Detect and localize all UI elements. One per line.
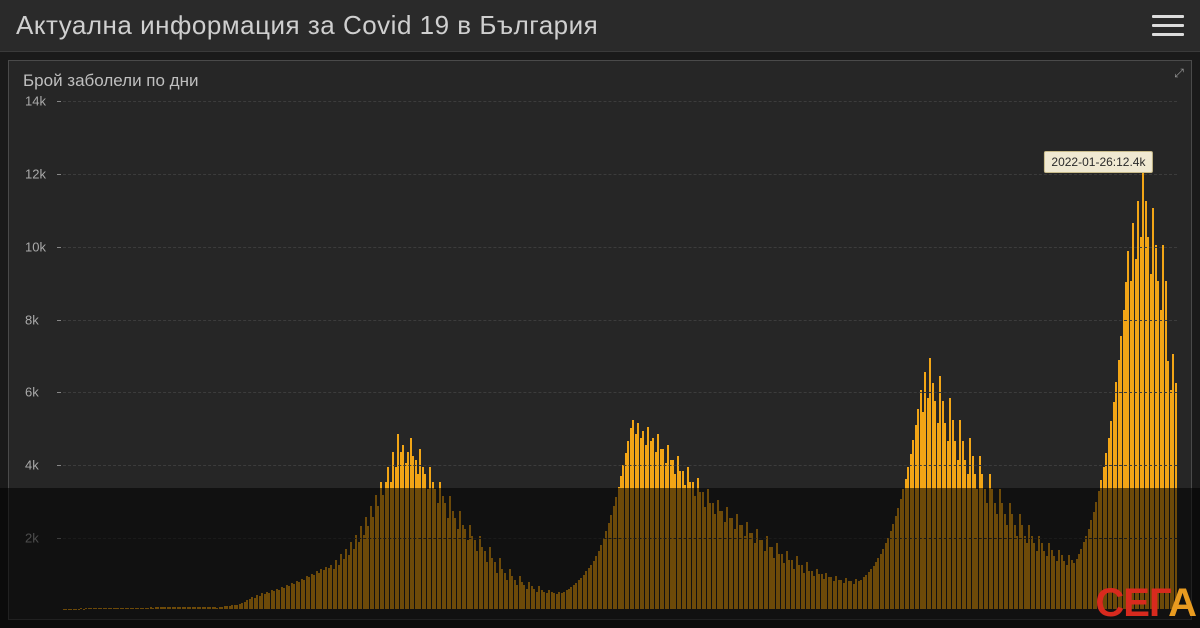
chart-tooltip: 2022-01-26:12.4k [1044,151,1152,173]
y-tick [57,538,61,539]
y-axis-label: 12k [25,166,46,181]
y-axis-label: 10k [25,239,46,254]
y-tick [57,320,61,321]
bar [1175,383,1177,609]
chart-title: Брой заболели по дни [9,61,1191,97]
chart-plot [63,101,1177,609]
y-tick [57,174,61,175]
chart-panel: ⤢ Брой заболели по дни 2k 4k 6k 8k 10k 12k 14k… [8,60,1192,620]
gridline [63,247,1177,248]
y-axis-label: 8k [25,312,39,327]
page-title: Актуална информация за Covid 19 в Българ… [16,10,598,41]
gridline [63,101,1177,102]
y-axis-label: 2k [25,531,39,546]
expand-icon[interactable]: ⤢ [1171,65,1187,81]
y-tick [57,465,61,466]
gridline [63,538,1177,539]
y-tick [57,247,61,248]
y-tick [57,392,61,393]
y-axis-label: 6k [25,385,39,400]
chart-area[interactable]: 2k4k6k8k10k12k14k2022-01-26:12.4k [19,101,1177,609]
gridline [63,392,1177,393]
y-axis-label: 4k [25,458,39,473]
y-axis-label: 14k [25,94,46,109]
hamburger-menu-icon[interactable] [1152,10,1184,42]
app-header: Актуална информация за Covid 19 в Българ… [0,0,1200,52]
gridline [63,320,1177,321]
gridline [63,174,1177,175]
gridline [63,465,1177,466]
y-tick [57,101,61,102]
